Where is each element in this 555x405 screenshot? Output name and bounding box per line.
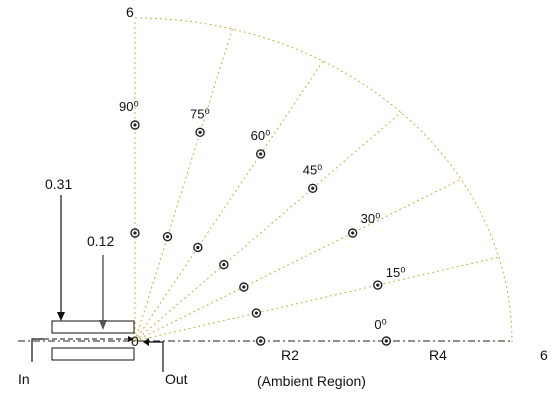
probe-marker-75-r2: [162, 231, 173, 242]
probe-marker-30-r2: [239, 282, 249, 292]
probe-marker-60-r2: [193, 242, 203, 253]
probe-marker-0-r4: [381, 336, 392, 346]
probe-marker-45-r4: [308, 183, 318, 193]
r2-label: R2: [281, 347, 299, 363]
probe-marker-0-r2: [255, 336, 266, 346]
right-axis-label: 6: [540, 347, 548, 363]
angle-label-0: 0⁰: [374, 317, 386, 332]
angle-label-60: 60⁰: [251, 128, 271, 143]
r4-label: R4: [429, 347, 447, 363]
ray-30: [134, 178, 462, 342]
probe-marker-60-r4: [255, 149, 266, 159]
probe-marker-15-r4: [373, 280, 383, 290]
probe-marker-30-r4: [347, 228, 358, 238]
angle-rays: [134, 27, 500, 342]
ray-45: [134, 111, 402, 342]
origin-label: 0: [131, 333, 139, 349]
ray-60: [134, 60, 324, 342]
angle-label-30: 30⁰: [361, 211, 381, 226]
ray-75: [134, 27, 234, 342]
inlet-label: In: [18, 371, 30, 387]
probe-marker-75-r4: [195, 127, 205, 138]
outer-dimension-arrowhead: [57, 312, 65, 321]
probe-marker-90-r2: [130, 228, 140, 238]
inner-dimension-arrowhead: [99, 320, 107, 330]
inlet-arrowhead: [128, 336, 134, 342]
probe-marker-45-r2: [219, 259, 229, 270]
ray-15: [134, 256, 500, 342]
angle-label-45: 45⁰: [303, 162, 323, 177]
probe-marker-90-r4: [130, 120, 140, 130]
outlet-arrowhead: [143, 338, 149, 346]
inner-dimension-label: 0.12: [87, 233, 114, 249]
lower-tube: [51, 347, 135, 361]
ambient-region-label: (Ambient Region): [257, 373, 366, 389]
outlet-label: Out: [165, 371, 188, 387]
outlet-flow-line: [147, 341, 164, 372]
probe-markers: [130, 120, 392, 346]
probe-marker-15-r2: [251, 308, 262, 318]
angle-label-75: 75⁰: [190, 106, 210, 121]
angle-labels: 90⁰ 75⁰ 60⁰ 45⁰ 30⁰ 15⁰ 0⁰: [119, 99, 405, 332]
outer-boundary-arc: [134, 17, 513, 343]
top-axis-label: 6: [126, 4, 134, 20]
upper-tube: [51, 320, 135, 334]
inlet-flow-line: [31, 338, 44, 362]
angle-label-15: 15⁰: [386, 265, 406, 280]
angle-label-90: 90⁰: [119, 99, 139, 114]
outer-dimension-label: 0.31: [45, 176, 72, 192]
